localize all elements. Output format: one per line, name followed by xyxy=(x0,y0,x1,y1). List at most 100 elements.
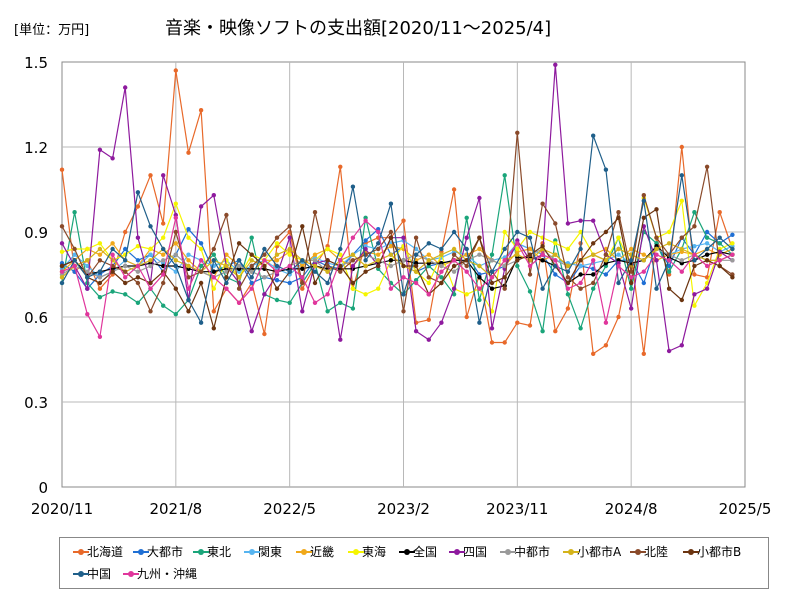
data-point xyxy=(388,258,394,263)
data-point xyxy=(85,269,90,274)
x-tick-label: 2022/5 xyxy=(263,500,316,518)
data-point xyxy=(59,249,65,254)
data-point xyxy=(426,275,431,280)
data-point xyxy=(211,193,216,198)
data-point xyxy=(578,258,583,263)
data-point xyxy=(97,295,103,300)
data-point xyxy=(236,258,242,263)
data-point xyxy=(477,263,482,269)
data-point xyxy=(262,258,267,263)
data-point xyxy=(123,275,128,280)
data-point xyxy=(224,286,229,291)
data-point xyxy=(565,280,571,286)
legend-marker xyxy=(563,548,579,555)
data-point xyxy=(591,218,596,223)
data-point xyxy=(161,173,166,178)
legend-marker xyxy=(348,548,364,555)
y-tick-label: 1.2 xyxy=(24,139,48,157)
data-point xyxy=(515,246,520,252)
data-point xyxy=(350,235,356,240)
data-point xyxy=(489,286,495,291)
data-point xyxy=(325,263,330,269)
data-point xyxy=(616,235,621,240)
data-point xyxy=(692,258,697,263)
data-point xyxy=(148,258,153,263)
data-point xyxy=(186,258,191,263)
data-point xyxy=(616,246,621,252)
data-point xyxy=(616,215,621,220)
data-point xyxy=(616,314,621,320)
unit-label: [単位：万円] xyxy=(14,22,89,38)
data-point xyxy=(502,340,507,345)
data-point xyxy=(413,263,419,269)
data-point xyxy=(161,235,166,240)
series-line xyxy=(61,64,733,352)
legend-item: 四国 xyxy=(449,543,488,560)
data-point xyxy=(489,252,495,257)
data-point xyxy=(72,258,77,263)
legend-marker xyxy=(630,548,646,555)
data-point xyxy=(363,292,368,297)
data-point xyxy=(679,269,684,274)
data-point xyxy=(274,252,280,257)
legend-label: 四国 xyxy=(463,545,488,559)
data-point xyxy=(591,252,596,257)
data-point xyxy=(666,348,672,354)
data-point xyxy=(59,224,65,229)
data-point xyxy=(451,286,457,291)
data-point xyxy=(464,246,469,252)
data-point xyxy=(666,263,672,269)
data-point xyxy=(591,351,596,356)
data-point xyxy=(161,272,166,277)
data-point xyxy=(186,150,191,155)
data-point xyxy=(135,269,141,274)
data-point xyxy=(451,263,457,269)
data-point xyxy=(477,246,482,252)
data-point xyxy=(565,263,571,269)
legend-label: 九州・沖縄 xyxy=(137,567,198,581)
data-point xyxy=(312,269,318,274)
data-point xyxy=(540,252,545,257)
data-point xyxy=(704,252,710,257)
data-point xyxy=(249,275,254,280)
data-point xyxy=(591,286,596,291)
data-point xyxy=(173,241,178,246)
data-point xyxy=(312,210,318,215)
data-point xyxy=(262,331,267,337)
legend-marker xyxy=(296,548,312,555)
data-point xyxy=(553,258,558,263)
data-point xyxy=(376,229,381,235)
data-point xyxy=(603,343,609,348)
data-point xyxy=(679,343,684,348)
data-point xyxy=(540,244,545,249)
data-point xyxy=(325,309,330,314)
data-point xyxy=(135,275,141,280)
data-point xyxy=(679,173,684,178)
data-point xyxy=(262,246,267,252)
data-point xyxy=(704,263,710,269)
data-point xyxy=(704,164,710,169)
data-point xyxy=(540,258,545,263)
data-point xyxy=(489,275,495,280)
data-point xyxy=(704,258,710,263)
data-point xyxy=(287,235,292,240)
data-point xyxy=(123,280,128,286)
data-point xyxy=(679,198,684,203)
data-point xyxy=(641,252,646,257)
data-point xyxy=(730,275,735,280)
data-point xyxy=(148,286,153,291)
data-point xyxy=(603,167,609,172)
data-point xyxy=(198,108,204,113)
data-point xyxy=(439,275,444,280)
data-point xyxy=(515,258,520,263)
legend-marker xyxy=(73,548,89,555)
legend-label: 東海 xyxy=(362,545,387,559)
data-point xyxy=(363,263,368,269)
legend-marker xyxy=(193,548,209,555)
data-point xyxy=(591,241,596,246)
data-point xyxy=(464,258,469,263)
data-point xyxy=(249,329,254,334)
data-point xyxy=(477,275,482,280)
data-point xyxy=(477,252,482,257)
data-point xyxy=(148,280,153,286)
